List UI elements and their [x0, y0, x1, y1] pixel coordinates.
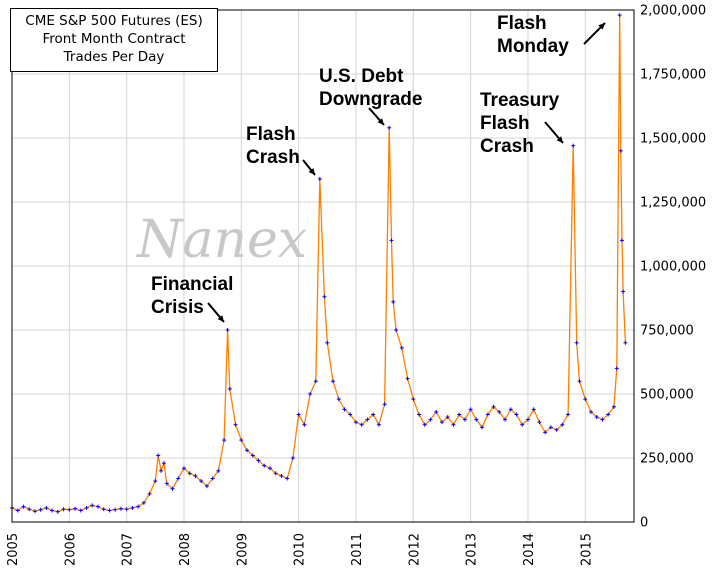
x-tick-label: 2008	[178, 533, 193, 566]
watermark: Nanex	[135, 210, 307, 270]
annotation-text: Downgrade	[319, 89, 422, 110]
annotation-text: Financial	[151, 274, 233, 295]
annotation-text: Crisis	[151, 297, 204, 318]
annotation-arrowhead	[308, 168, 315, 175]
annotation-arrowhead	[377, 118, 384, 125]
y-tick-label: 1,250,000	[640, 196, 706, 211]
chart-title-line-3: Trades Per Day	[63, 49, 165, 65]
y-tick-label: 250,000	[640, 452, 694, 467]
y-tick-label: 0	[640, 516, 648, 531]
plot-frame	[11, 9, 635, 523]
x-tick-label: 2007	[121, 533, 136, 566]
y-tick-label: 1,500,000	[640, 132, 706, 147]
x-tick-label: 2011	[350, 533, 365, 566]
annotation-text: Crash	[480, 136, 534, 157]
annotation-text: Flash	[246, 124, 296, 145]
y-axis-ticks: 0 250,000 500,000 750,000 1,000,000 1,250,000…	[640, 4, 706, 531]
grid-lines	[11, 9, 634, 523]
y-tick-label: 750,000	[640, 324, 694, 339]
y-tick-label: 2,000,000	[640, 4, 706, 19]
annotation-arrowhead	[598, 23, 605, 30]
annotation-text: Monday	[497, 36, 569, 57]
annotation-arrowhead	[556, 136, 563, 143]
y-tick-label: 1,000,000	[640, 260, 706, 275]
x-tick-label: 2012	[407, 533, 422, 566]
x-tick-label: 2006	[63, 533, 78, 566]
x-tick-label: 2010	[293, 533, 308, 566]
y-tick-label: 1,750,000	[640, 68, 706, 83]
x-tick-label: 2005	[6, 533, 21, 566]
chart-title-line-2: Front Month Contract	[42, 31, 186, 47]
annotation-arrowhead	[217, 315, 224, 322]
x-tick-label: 2009	[235, 533, 250, 566]
annotation-text: Crash	[246, 147, 300, 168]
y-tick-label: 500,000	[640, 388, 694, 403]
x-tick-label: 2014	[522, 533, 537, 566]
chart-title-box: CME S&P 500 Futures (ES) Front Month Con…	[10, 8, 218, 72]
x-tick-label: 2013	[465, 533, 480, 566]
x-axis-ticks: 2005 2006 2007 2008 2009 2010 2011 2012 2013 2014…	[6, 533, 594, 566]
annotation-text: U.S. Debt	[319, 66, 404, 87]
annotation-text: Flash	[497, 13, 547, 34]
annotation-text: Flash	[480, 113, 530, 134]
x-tick-label: 2015	[579, 533, 594, 566]
annotation-text: Treasury	[480, 90, 560, 111]
chart-title-line-1: CME S&P 500 Futures (ES)	[25, 13, 203, 29]
